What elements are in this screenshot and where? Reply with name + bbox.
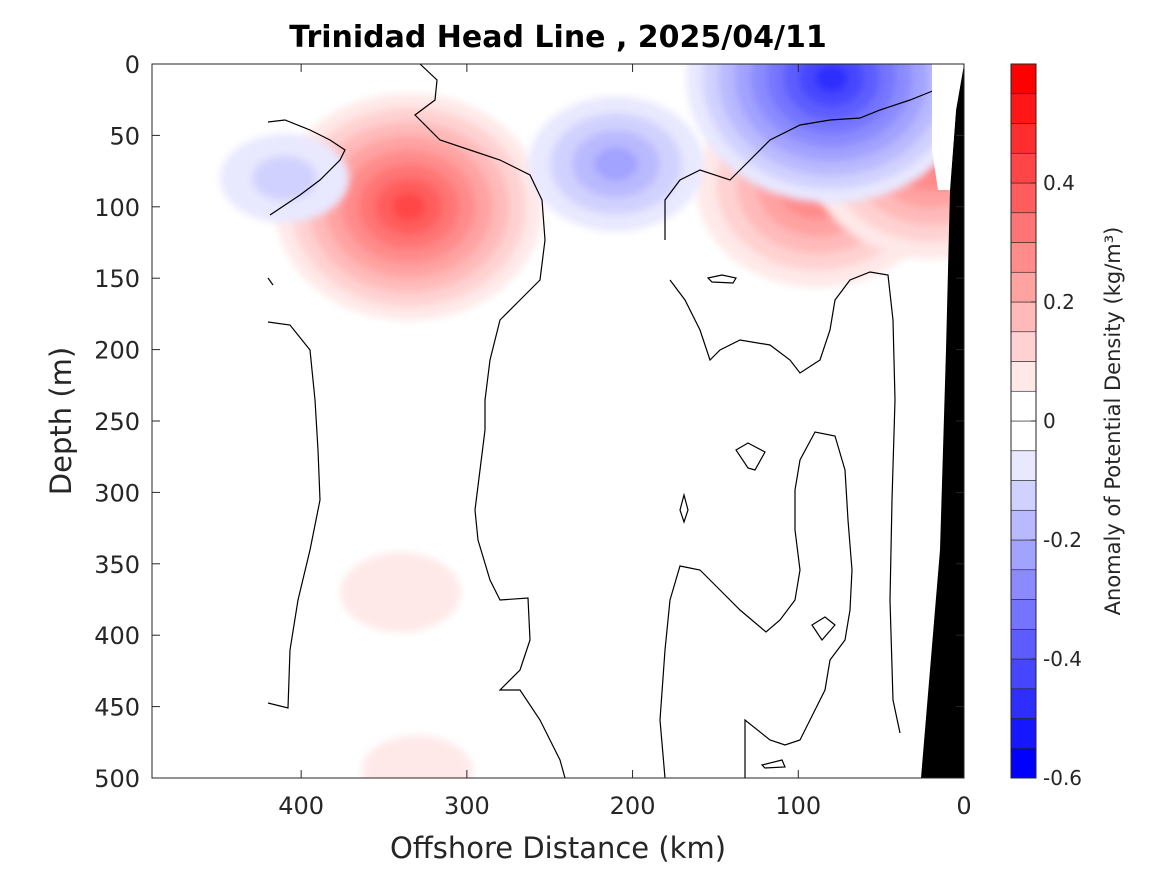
x-tick-label: 400 <box>278 792 324 820</box>
colorbar-step <box>1010 599 1037 630</box>
zero-contour <box>735 442 766 471</box>
anomaly-feature <box>340 552 461 633</box>
x-tick-label: 100 <box>775 792 821 820</box>
colorbar-frame <box>1010 63 1037 779</box>
zero-contour <box>760 759 786 769</box>
colorbar-tick-label: -0.4 <box>1043 647 1082 671</box>
zero-contour <box>267 277 274 286</box>
y-tick-label: 350 <box>94 551 140 579</box>
plot-area <box>152 64 964 778</box>
x-axis: 400 300 200 100 0 <box>278 64 972 820</box>
colorbar-step <box>1010 390 1037 422</box>
y-tick-label: 150 <box>94 265 140 293</box>
y-tick-label: 450 <box>94 694 140 722</box>
colorbar-step <box>1010 242 1037 273</box>
y-tick-label: 300 <box>94 479 140 507</box>
colorbar-step <box>1010 450 1037 481</box>
colorbar-tick-label: 0 <box>1043 409 1056 433</box>
y-tick-label: 0 <box>125 51 140 79</box>
y-tick-label: 100 <box>94 194 140 222</box>
colorbar-step <box>1010 212 1037 243</box>
anomaly-level <box>392 192 426 221</box>
anomaly-level <box>594 147 638 181</box>
zero-contour <box>679 492 689 524</box>
anomaly-feature <box>275 93 543 321</box>
y-axis: 0 50 100 150 200 250 300 350 400 450 500 <box>94 51 964 793</box>
anomaly-feature <box>528 96 704 232</box>
colorbar-step <box>1010 509 1037 541</box>
y-tick-label: 400 <box>94 622 140 650</box>
y-tick-label: 500 <box>94 765 140 793</box>
x-axis-label: Offshore Distance (km) <box>390 831 726 865</box>
colorbar-tick-label: -0.6 <box>1043 766 1082 790</box>
colorbar-step <box>1010 480 1037 511</box>
colorbar-step <box>1010 93 1037 124</box>
colorbar-label: Anomaly of Potential Density (kg/m³) <box>1101 227 1125 616</box>
colorbar-tick-label: 0.4 <box>1043 171 1075 195</box>
colorbar: 0.4 0.2 0 -0.2 -0.4 -0.6 <box>1010 63 1082 790</box>
y-tick-label: 200 <box>94 337 140 365</box>
bottom-mask <box>921 64 964 778</box>
zero-contour <box>706 274 737 284</box>
y-axis-label: Depth (m) <box>44 347 78 495</box>
colorbar-step <box>1010 420 1037 452</box>
zero-contour <box>811 616 836 641</box>
colorbar-tick-label: 0.2 <box>1043 290 1075 314</box>
zero-contour <box>669 271 901 734</box>
zero-contour <box>659 431 853 778</box>
colorbar-step <box>1010 628 1037 660</box>
anomaly-field <box>220 64 964 778</box>
colorbar-step <box>1010 718 1037 749</box>
zero-contour <box>267 119 346 216</box>
zero-contour <box>664 89 936 240</box>
colorbar-step <box>1010 123 1037 154</box>
coastal-no-data <box>932 64 964 190</box>
colorbar-step <box>1010 271 1037 303</box>
zero-contour <box>267 321 321 709</box>
anomaly-feature <box>220 133 349 223</box>
colorbar-step <box>1010 569 1037 600</box>
colorbar-step <box>1010 361 1037 392</box>
colorbar-tick-label: -0.2 <box>1043 528 1082 552</box>
colorbar-step <box>1010 539 1037 571</box>
colorbar-step <box>1010 152 1037 184</box>
x-tick-label: 300 <box>444 792 490 820</box>
anomaly-feature <box>686 64 964 204</box>
colorbar-step <box>1010 182 1037 214</box>
zero-contour <box>414 64 566 778</box>
colorbar-step <box>1010 688 1037 719</box>
colorbar-step <box>1010 747 1037 779</box>
colorbar-step <box>1010 658 1037 690</box>
colorbar-step <box>1010 63 1037 95</box>
anomaly-feature <box>361 735 473 778</box>
anomaly-level <box>252 156 317 201</box>
colorbar-step <box>1010 331 1037 362</box>
zero-contours <box>267 64 936 778</box>
chart-title: Trinidad Head Line , 2025/04/11 <box>289 20 826 55</box>
anomaly-level <box>815 64 848 93</box>
x-tick-label: 0 <box>956 792 971 820</box>
x-tick-label: 200 <box>610 792 656 820</box>
anomaly-level <box>340 552 461 633</box>
y-tick-label: 50 <box>109 122 140 150</box>
anomaly-level <box>361 735 473 778</box>
y-tick-label: 250 <box>94 408 140 436</box>
colorbar-step <box>1010 301 1037 333</box>
